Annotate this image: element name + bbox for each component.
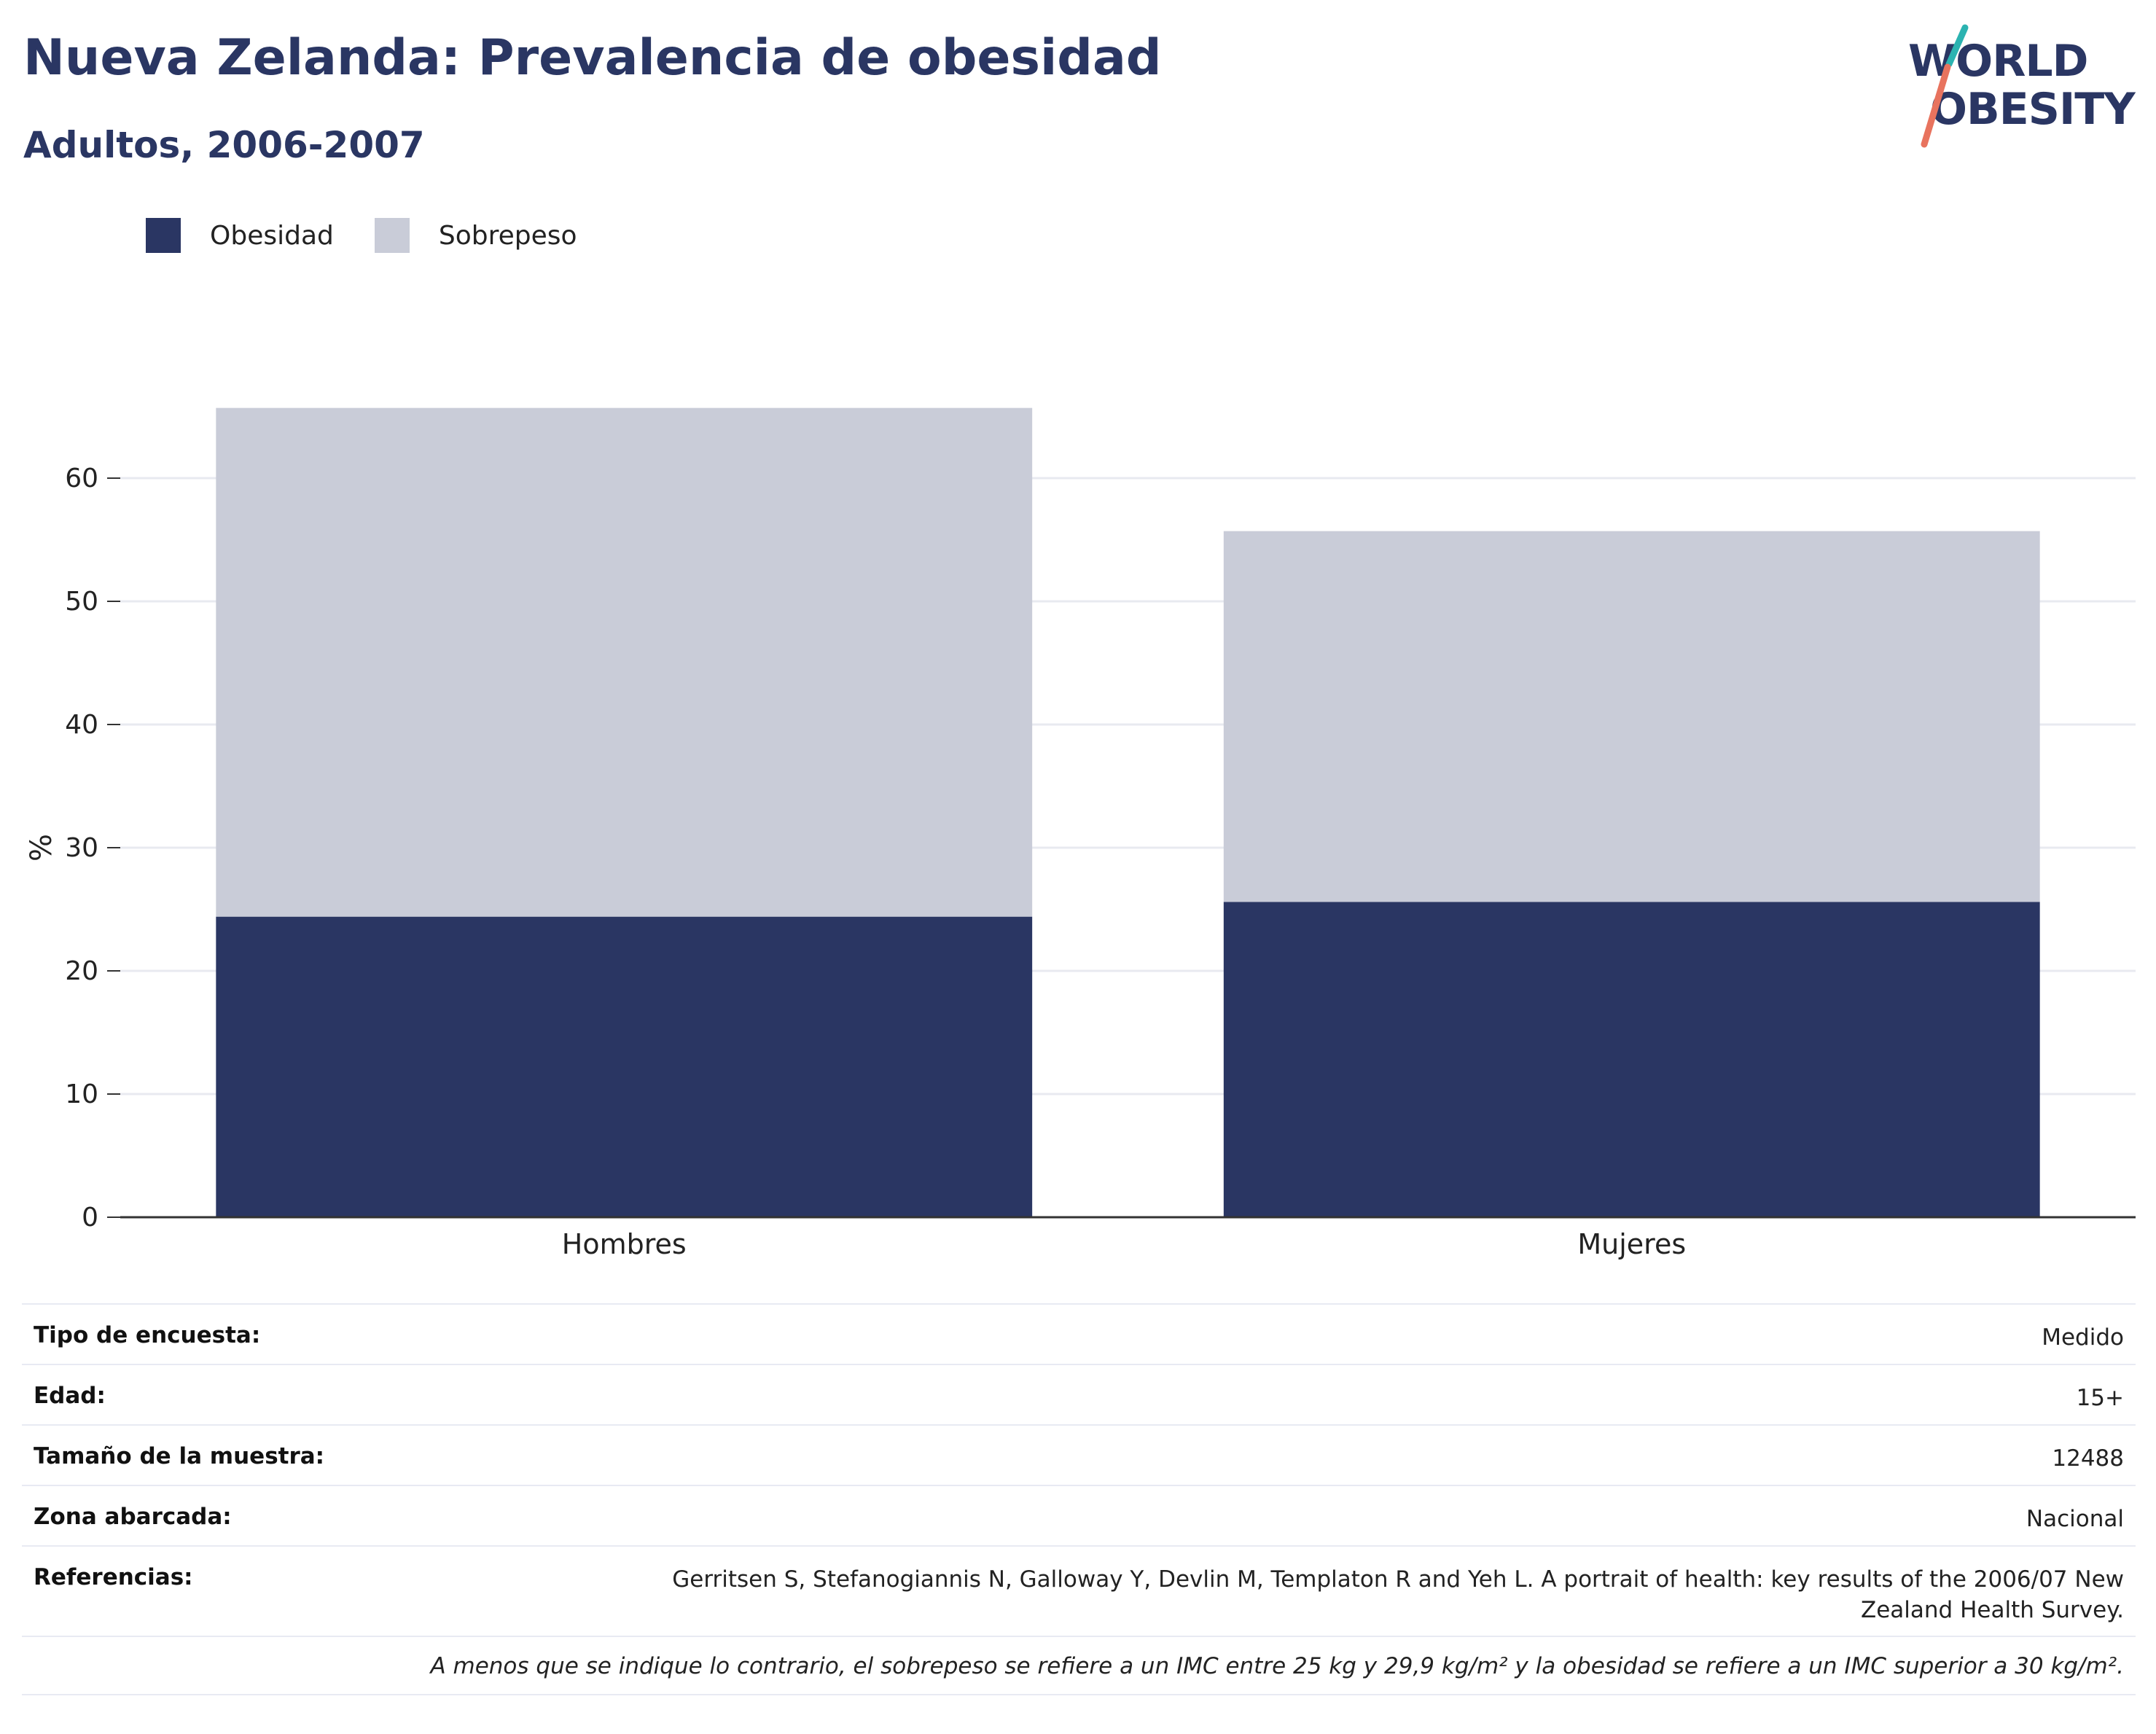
bar-sobrepeso-hombres: [216, 407, 1033, 917]
y-tick-label: 60: [65, 464, 98, 493]
info-row-area: Zona abarcada: Nacional: [22, 1485, 2136, 1545]
logo-word-obesity: OBESITY: [1930, 84, 2136, 135]
info-row-survey-type: Tipo de encuesta: Medido: [22, 1303, 2136, 1364]
info-value: 15+: [2076, 1385, 2124, 1411]
info-value-reference: Gerritsen S, Stefanogiannis N, Galloway …: [672, 1566, 2124, 1623]
footnote-row: A menos que se indique lo contrario, el …: [22, 1636, 2136, 1695]
info-key: Zona abarcada:: [34, 1504, 232, 1530]
legend-item-sobrepeso[interactable]: Sobrepeso: [374, 218, 577, 253]
info-key: Edad:: [34, 1383, 106, 1409]
legend-swatch-obesidad: [146, 218, 181, 253]
legend-swatch-sobrepeso: [374, 218, 410, 253]
info-value: Nacional: [2026, 1506, 2124, 1532]
info-key: Tamaño de la muestra:: [34, 1443, 325, 1469]
y-tick-label: 20: [65, 956, 98, 986]
info-value: Medido: [2042, 1324, 2124, 1351]
legend-label-obesidad: Obesidad: [210, 220, 334, 251]
bar-sobrepeso-mujeres: [1223, 531, 2040, 902]
bar-obesidad-mujeres: [1223, 902, 2040, 1217]
info-key: Referencias:: [34, 1564, 193, 1590]
x-tick-label: Mujeres: [1577, 1228, 1686, 1260]
info-value: 12488: [2052, 1445, 2124, 1472]
info-row-sample-size: Tamaño de la muestra: 12488: [22, 1424, 2136, 1485]
y-tick-label: 40: [65, 710, 98, 740]
x-tick-label: Hombres: [562, 1228, 687, 1260]
y-tick-label: 50: [65, 587, 98, 617]
info-key: Tipo de encuesta:: [34, 1322, 261, 1348]
legend-item-obesidad[interactable]: Obesidad: [146, 218, 334, 253]
y-tick-label: 0: [82, 1203, 98, 1233]
chart-legend: Obesidad Sobrepeso: [146, 217, 618, 254]
bar-obesidad-hombres: [216, 916, 1033, 1217]
survey-info-table: Tipo de encuesta: Medido Edad: 15+ Tamañ…: [22, 1303, 2136, 1695]
world-obesity-logo: WORLD OBESITY: [1895, 22, 2143, 153]
info-row-references: Referencias: Gerritsen S, Stefanogiannis…: [22, 1545, 2136, 1636]
legend-label-sobrepeso: Sobrepeso: [438, 220, 577, 251]
bar-chart: 0 10 20 30 40 50 60% Hombres Mujeres: [25, 407, 2136, 1260]
y-tick-label: 30: [65, 833, 98, 863]
bmi-footnote: A menos que se indique lo contrario, el …: [430, 1653, 2124, 1679]
logo-word-world: WORLD: [1908, 36, 2088, 87]
info-row-age: Edad: 15+: [22, 1364, 2136, 1424]
y-axis-label: %: [25, 834, 58, 862]
y-tick-label: 10: [65, 1079, 98, 1109]
chart-subtitle: Adultos, 2006-2007: [23, 124, 425, 166]
chart-title: Nueva Zelanda: Prevalencia de obesidad: [23, 29, 1162, 87]
logo-slash-icon: [1921, 24, 1969, 148]
